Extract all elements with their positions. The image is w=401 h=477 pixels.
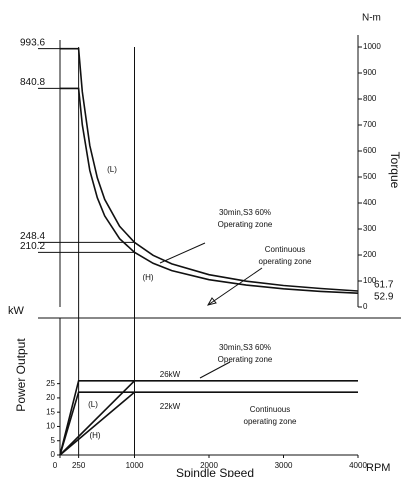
series-line xyxy=(59,379,358,456)
y-tick-label: 25 xyxy=(46,379,55,388)
x-tick-label: 250 xyxy=(72,461,86,470)
leader-line xyxy=(159,242,206,264)
annotation: (L) xyxy=(88,400,98,409)
annotation: Continuous xyxy=(265,245,305,254)
y-label: Torque xyxy=(388,152,401,189)
y-tick-label: 100 xyxy=(363,276,377,285)
y-tick-label: 300 xyxy=(363,224,377,233)
series-line xyxy=(60,47,359,292)
marked-label: 840.8 xyxy=(20,77,45,88)
y-tick-label: 15 xyxy=(46,407,55,416)
x-label: Spindle Speed xyxy=(176,466,254,477)
marked-label: 210.2 xyxy=(20,241,45,252)
annotation: 26kW xyxy=(160,370,181,379)
marked-label: 248.4 xyxy=(20,231,45,242)
y-tick-label: 800 xyxy=(363,94,377,103)
y-tick-label: 500 xyxy=(363,172,377,181)
end-label: 61.7 xyxy=(374,280,394,291)
x-tick-label: 4000 xyxy=(349,461,367,470)
annotation: 30min,S3 60% xyxy=(219,343,271,352)
annotation: operating zone xyxy=(259,257,312,266)
series-line xyxy=(60,87,359,294)
series-line xyxy=(59,380,136,456)
y-unit: kW xyxy=(8,305,25,317)
y-tick-label: 200 xyxy=(363,250,377,259)
annotation: (H) xyxy=(89,431,100,440)
annotation: operating zone xyxy=(244,417,297,426)
series-line xyxy=(59,391,358,456)
x-unit: RPM xyxy=(366,462,390,474)
y-tick-label: 0 xyxy=(51,450,56,459)
series-line xyxy=(59,391,136,456)
annotation: Continuous xyxy=(250,405,290,414)
annotation: Operating zone xyxy=(218,220,273,229)
y-tick-label: 5 xyxy=(51,436,56,445)
y-unit: N-m xyxy=(362,13,381,24)
annotation: 30min,S3 60% xyxy=(219,208,271,217)
annotation: (L) xyxy=(107,165,117,174)
y-tick-label: 700 xyxy=(363,120,377,129)
leader-line xyxy=(199,361,231,379)
x-tick-label: 1000 xyxy=(126,461,144,470)
annotation: 22kW xyxy=(160,402,181,411)
x-tick-label: 2000 xyxy=(200,461,218,470)
x-tick-label: 0 xyxy=(53,461,58,470)
end-label: 52.9 xyxy=(374,292,394,303)
y-tick-label: 900 xyxy=(363,68,377,77)
y-tick-label: 10 xyxy=(46,422,55,431)
annotation: Operating zone xyxy=(218,355,273,364)
y-tick-label: 1000 xyxy=(363,42,381,51)
y-label: Power Output xyxy=(14,338,28,412)
y-tick-label: 600 xyxy=(363,146,377,155)
y-tick-label: 0 xyxy=(363,302,368,311)
leader-arrow xyxy=(207,267,263,306)
y-tick-label: 20 xyxy=(46,393,55,402)
annotation: (H) xyxy=(142,273,153,282)
x-tick-label: 3000 xyxy=(275,461,293,470)
y-tick-label: 400 xyxy=(363,198,377,207)
marked-label: 993.6 xyxy=(20,37,45,48)
arrow-head xyxy=(206,297,217,306)
